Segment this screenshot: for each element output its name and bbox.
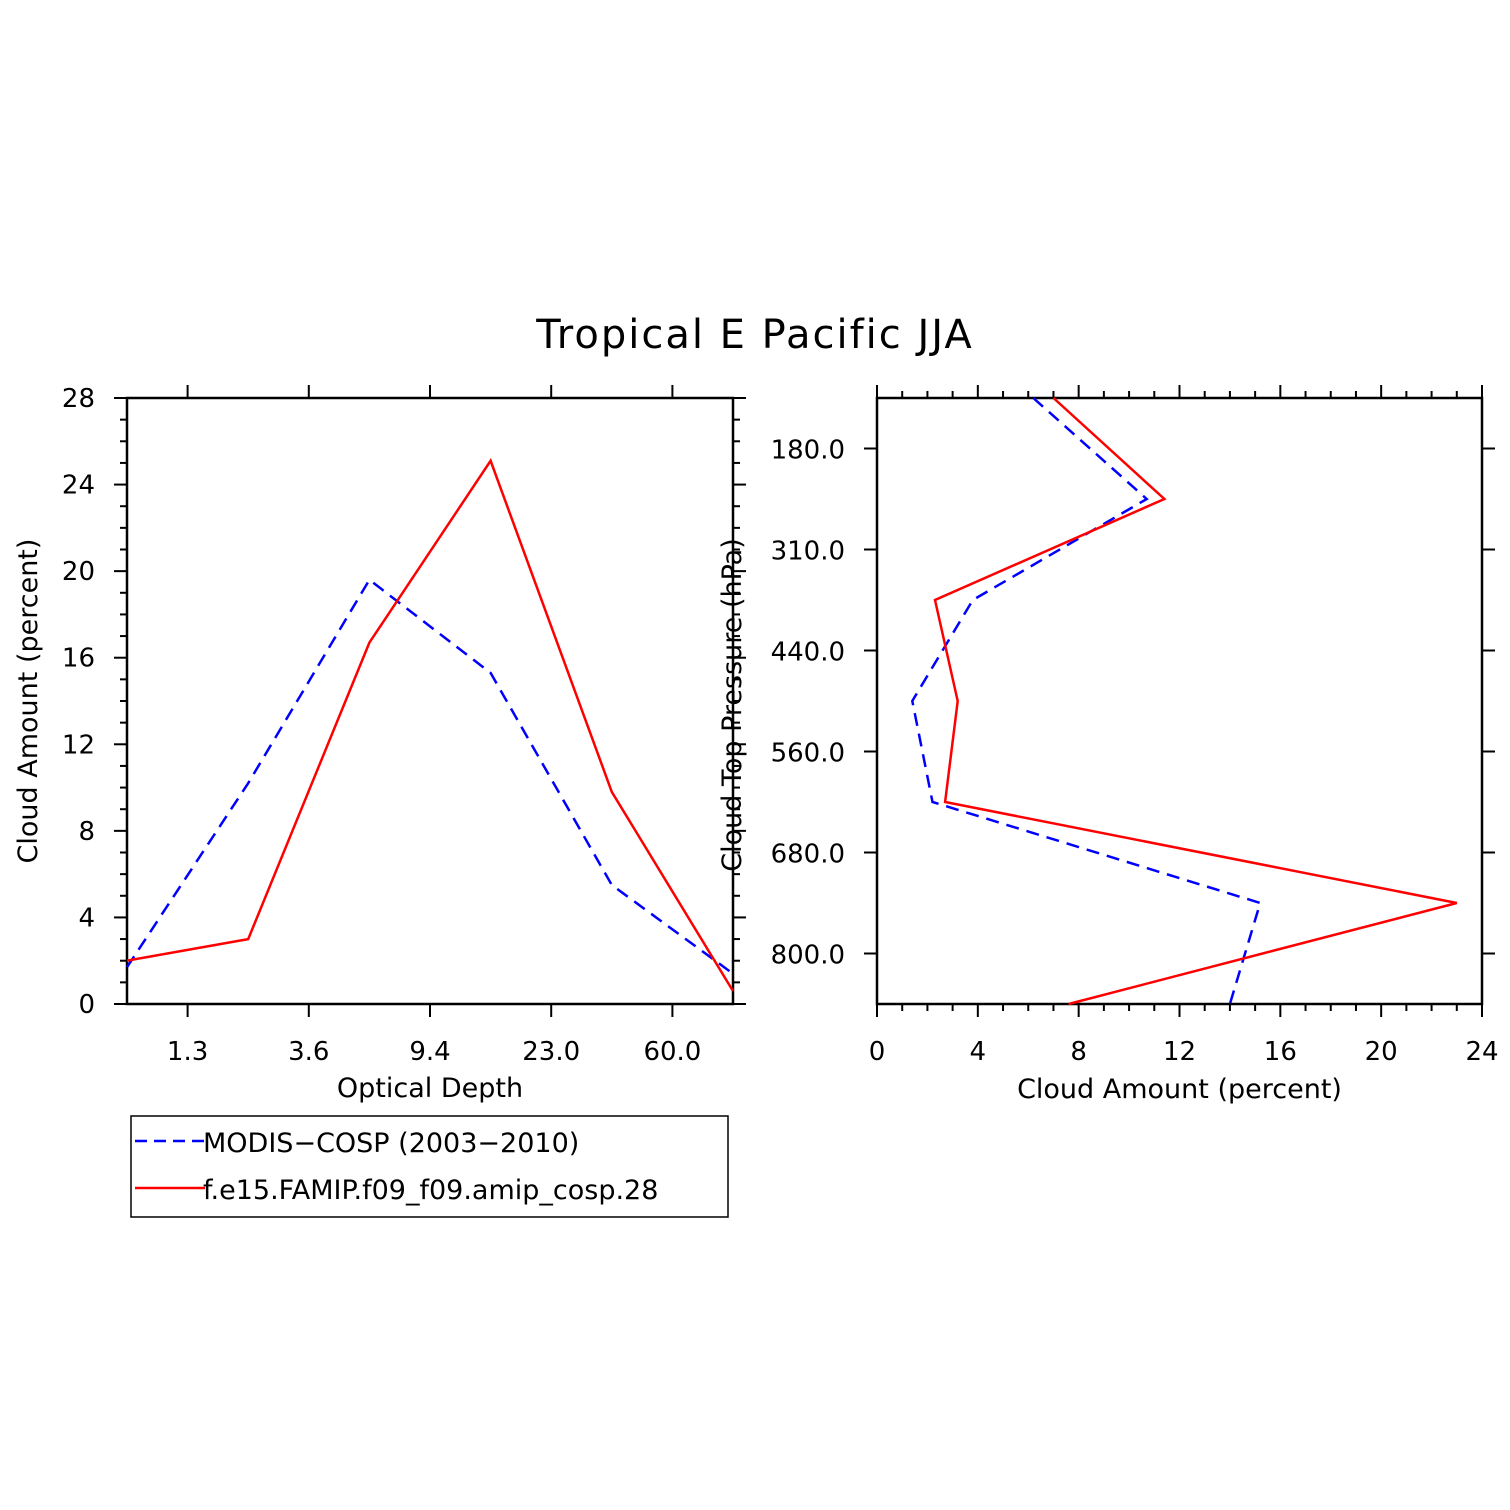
legend: MODIS−COSP (2003−2010) f.e15.FAMIP.f09_f… (130, 1115, 729, 1218)
x-tick-label: 3.6 (288, 1037, 329, 1067)
legend-box (130, 1115, 729, 1218)
legend-label-obs: MODIS−COSP (2003−2010) (203, 1128, 579, 1159)
y-tick-label: 440.0 (771, 638, 845, 668)
y-axis-label: Cloud Amount (percent) (13, 539, 44, 864)
x-tick-label: 60.0 (643, 1037, 701, 1067)
x-tick-label: 4 (970, 1037, 987, 1067)
x-tick-label: 8 (1070, 1037, 1087, 1067)
y-axis-label: Cloud Top Pressure (hPa) (717, 538, 748, 872)
y-tick-label: 180.0 (771, 436, 845, 466)
plot-frame (875, 396, 1484, 1006)
x-tick-label: 23.0 (522, 1037, 580, 1067)
x-tick-label: 24 (1465, 1037, 1498, 1067)
plot-frame (125, 396, 735, 1006)
y-tick-label: 8 (78, 817, 95, 847)
series-line-obs (125, 577, 734, 975)
y-tick-label: 0 (78, 990, 95, 1020)
y-tick-label: 310.0 (771, 537, 845, 567)
pressure-profile-chart: 0 4 8 12 16 20 24 180.0 310.0 440.0 560.0 680.0 800.… (717, 385, 1499, 1105)
legend-label-model: f.e15.FAMIP.f09_f09.amip_cosp.28 (203, 1175, 658, 1206)
y-tick-label: 20 (62, 557, 95, 587)
x-tick-label: 9.4 (409, 1037, 450, 1067)
x-tick-label: 12 (1163, 1037, 1196, 1067)
series-line-model (933, 397, 1458, 1006)
y-tick-label: 4 (78, 903, 95, 933)
x-tick-label: 20 (1365, 1037, 1398, 1067)
x-tick-label: 1.3 (167, 1037, 208, 1067)
y-tick-label: 560.0 (771, 739, 845, 769)
series-line-model (126, 458, 735, 992)
x-tick-label: 0 (869, 1037, 886, 1067)
x-axis-label: Optical Depth (337, 1073, 523, 1104)
y-tick-label: 24 (62, 471, 95, 501)
y-tick-label: 28 (62, 384, 95, 414)
series-line-obs (910, 397, 1262, 1005)
y-tick-label: 680.0 (771, 840, 845, 870)
x-tick-label: 16 (1264, 1037, 1297, 1067)
optical-depth-chart: 0 4 8 12 16 20 24 28 1.3 3.6 9.4 23.0 60.0 Optical De… (13, 384, 746, 1104)
y-tick-label: 800.0 (771, 941, 845, 971)
x-axis-label: Cloud Amount (percent) (1017, 1074, 1342, 1105)
y-tick-label: 12 (62, 730, 95, 760)
y-tick-label: 16 (62, 644, 95, 674)
figure-title: Tropical E Pacific JJA (535, 312, 974, 358)
